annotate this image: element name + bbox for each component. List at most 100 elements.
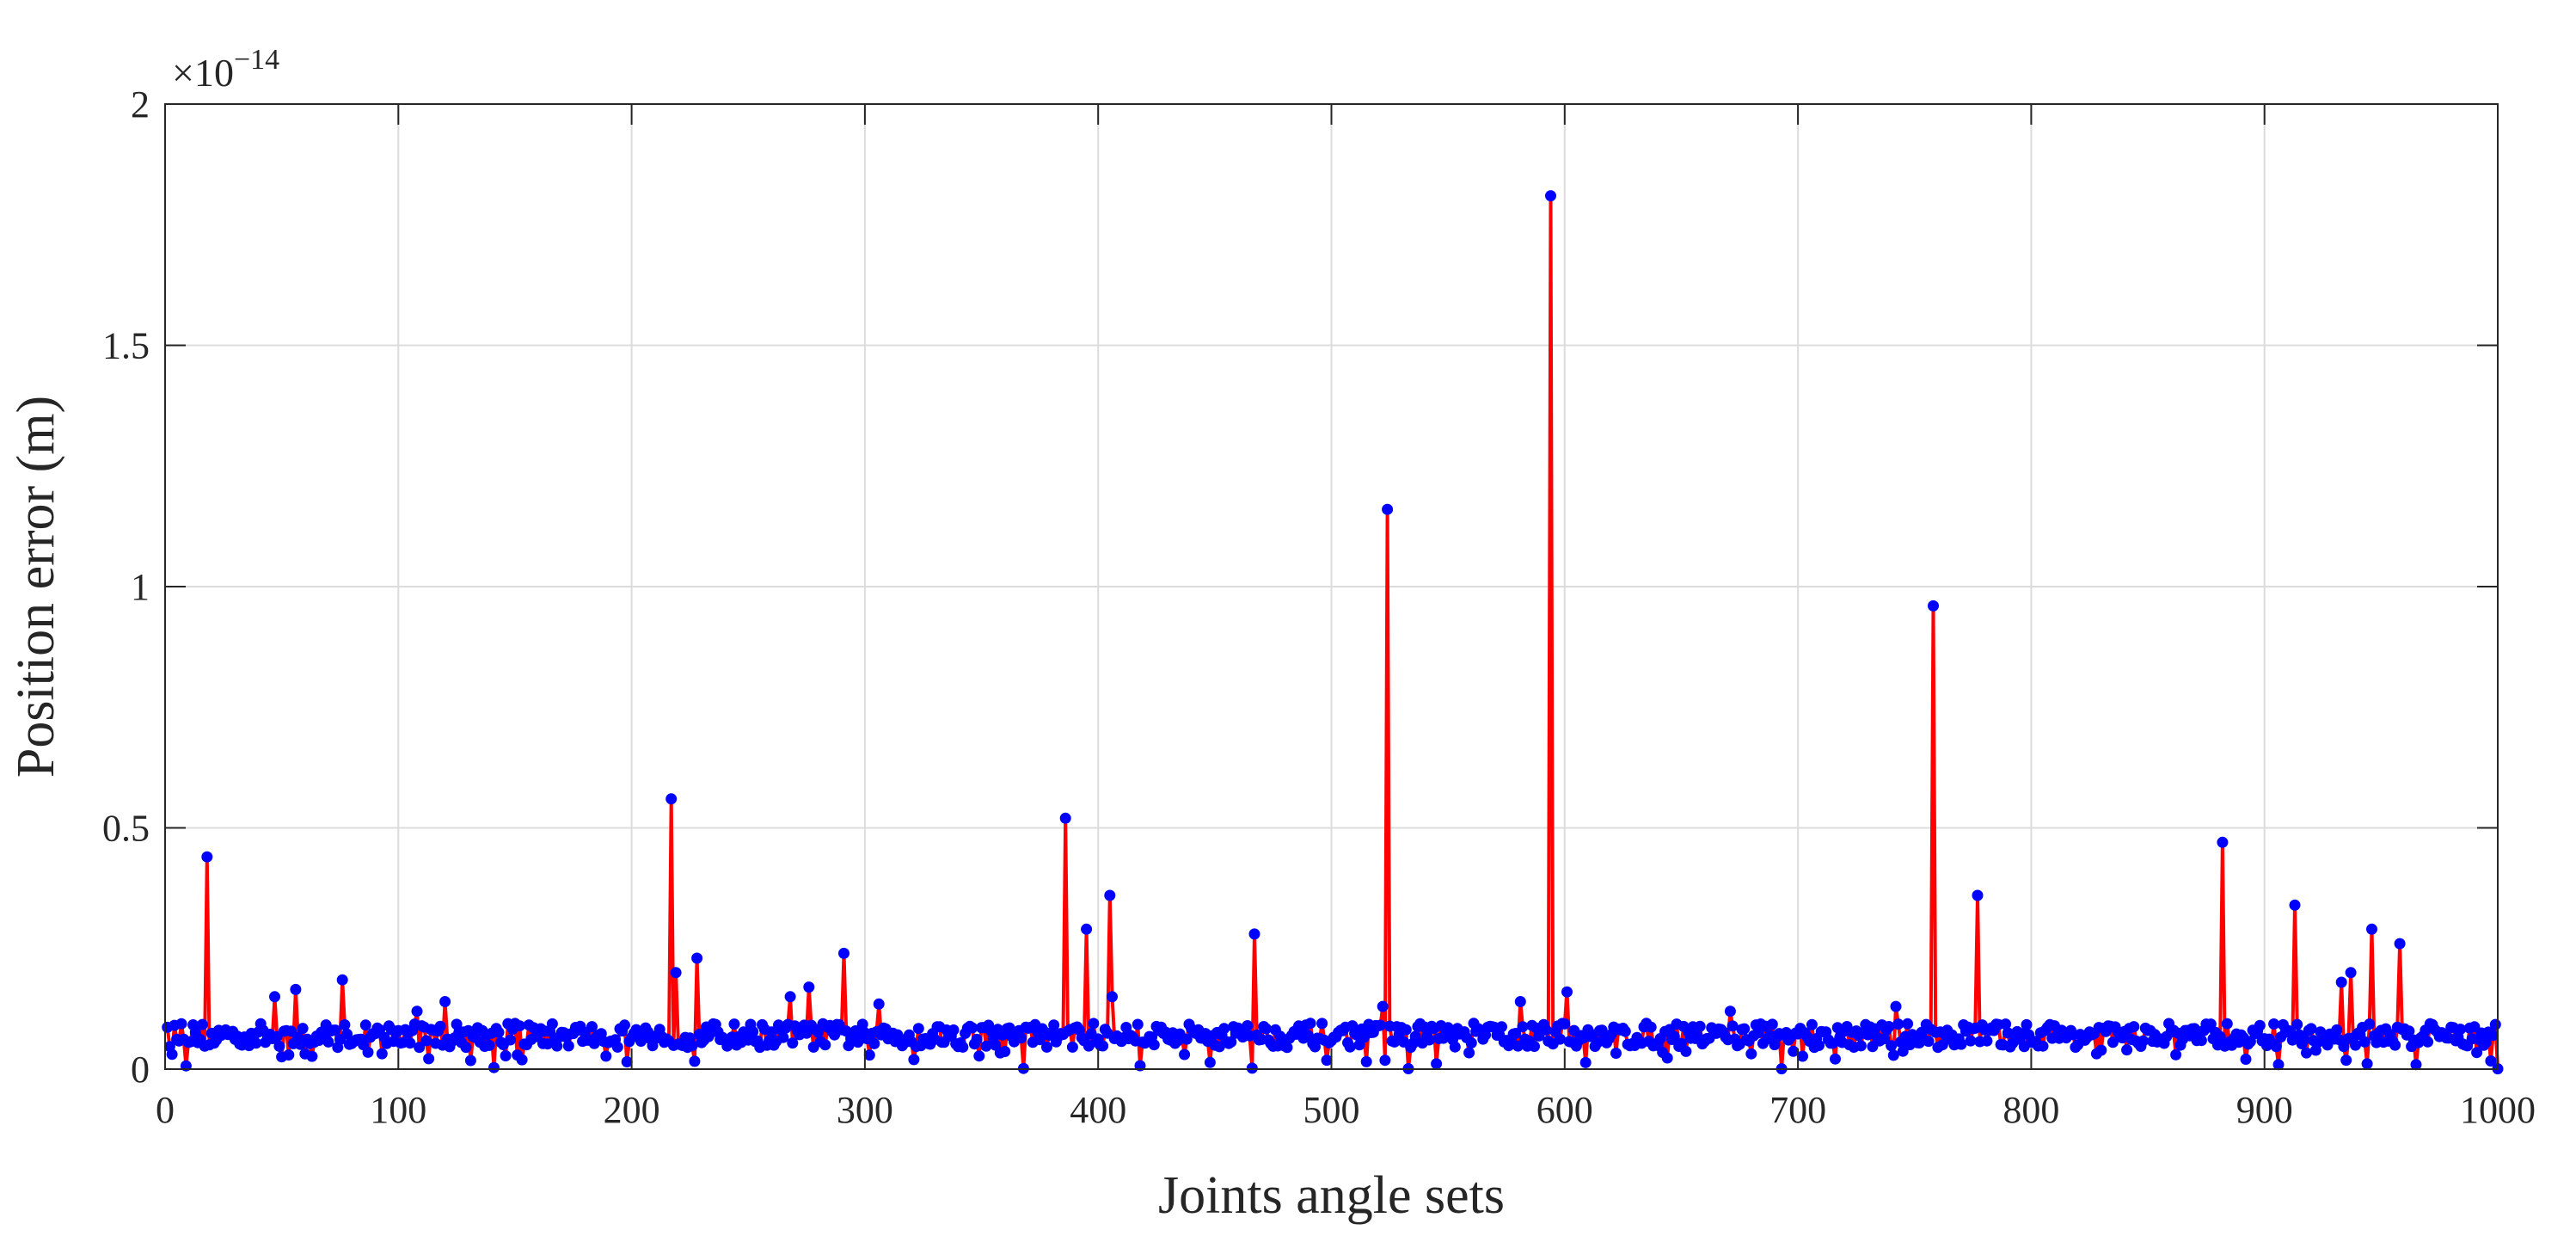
data-point (966, 1022, 978, 1034)
data-point (1423, 1034, 1435, 1046)
data-point (1766, 1018, 1778, 1030)
data-point (2335, 976, 2347, 988)
data-point (1972, 889, 1984, 901)
data-point (493, 1026, 505, 1038)
data-point (1431, 1058, 1443, 1070)
data-point (1104, 889, 1116, 901)
data-point (1246, 1062, 1258, 1074)
x-tick-label: 800 (2003, 1089, 2059, 1131)
data-point (1514, 996, 1526, 1007)
data-point (777, 1031, 789, 1043)
data-point (784, 991, 796, 1003)
data-point (1830, 1053, 1841, 1065)
data-point (868, 1037, 880, 1049)
data-point (1181, 1033, 1193, 1045)
data-point (2107, 1036, 2119, 1048)
data-point (2361, 1058, 2373, 1070)
data-point (2205, 1018, 2217, 1030)
data-point (1302, 1030, 1314, 1042)
data-point (329, 1024, 341, 1036)
data-point (1559, 1018, 1571, 1030)
data-point (1066, 1041, 1078, 1053)
data-point (483, 1039, 495, 1051)
data-point (2305, 1023, 2317, 1035)
data-point (460, 1042, 472, 1054)
data-point (689, 1055, 701, 1067)
data-point (611, 1041, 623, 1053)
data-point (1739, 1023, 1751, 1035)
data-point (1360, 1055, 1372, 1067)
data-point (551, 1040, 563, 1052)
data-point (1645, 1021, 1657, 1033)
data-point (1179, 1048, 1191, 1061)
data-point (269, 991, 280, 1003)
data-point (2254, 1019, 2266, 1031)
data-point (2345, 967, 2357, 979)
axis-ticks (164, 103, 2499, 1070)
data-point (1449, 1041, 1461, 1053)
exponent-base: ×10 (172, 51, 234, 95)
data-point (2217, 836, 2229, 848)
data-point (621, 1056, 633, 1067)
data-point (1879, 1033, 1890, 1045)
data-point (2002, 1027, 2014, 1039)
data-point (1496, 1021, 1507, 1033)
data-point (290, 983, 302, 995)
data-point (1465, 1037, 1477, 1048)
data-point (414, 1042, 426, 1054)
data-point (1886, 1040, 1898, 1052)
data-point (1132, 1018, 1144, 1030)
data-point (728, 1018, 740, 1030)
data-point (1955, 1038, 1967, 1050)
data-point (2366, 923, 2377, 935)
data-point (2137, 1035, 2150, 1047)
y-tick-label: 0 (131, 1048, 150, 1091)
data-point (1887, 1049, 1899, 1061)
data-point (2331, 1024, 2343, 1036)
data-point (2095, 1044, 2107, 1056)
data-point (1610, 1048, 1622, 1059)
data-point (1883, 1021, 1895, 1032)
data-point (2358, 1036, 2371, 1048)
data-point (2240, 1054, 2252, 1065)
data-point (2121, 1044, 2133, 1056)
data-point (2289, 899, 2301, 911)
data-point (2195, 1035, 2207, 1047)
data-point (1120, 1022, 1132, 1033)
data-point (912, 1023, 924, 1035)
data-point (1463, 1047, 1475, 1059)
data-point (2487, 1030, 2499, 1042)
data-point (1059, 812, 1071, 824)
data-point (1724, 1005, 1736, 1018)
data-point (863, 1049, 875, 1061)
data-point (1375, 1019, 1386, 1031)
data-point (2285, 1025, 2296, 1037)
data-point (1579, 1056, 1592, 1068)
exponent-power: −14 (234, 44, 279, 76)
data-point (1981, 1035, 1993, 1047)
x-tick-label: 700 (1769, 1089, 1826, 1131)
data-point (411, 1005, 423, 1018)
data-point (971, 1033, 983, 1045)
data-point (1242, 1020, 1254, 1031)
data-point (1727, 1020, 1739, 1032)
data-point (2364, 1018, 2376, 1030)
data-point (2301, 1047, 2312, 1059)
data-point (1813, 1040, 1825, 1051)
data-point (948, 1024, 960, 1036)
data-point (404, 1037, 416, 1049)
data-point (787, 1037, 799, 1049)
data-point (500, 1050, 512, 1061)
data-point (516, 1054, 528, 1066)
y-axis-exponent-label: ×10−14 (172, 44, 279, 95)
data-point (665, 793, 678, 805)
data-point (1923, 1036, 1935, 1048)
data-point (1409, 1030, 1421, 1042)
data-point (1048, 1019, 1060, 1031)
data-point (166, 1048, 178, 1061)
y-tick-label: 1.5 (102, 325, 150, 367)
data-point (1529, 1041, 1540, 1052)
data-point (1788, 1045, 1800, 1057)
data-point (1745, 1048, 1757, 1060)
data-point (273, 1040, 285, 1052)
